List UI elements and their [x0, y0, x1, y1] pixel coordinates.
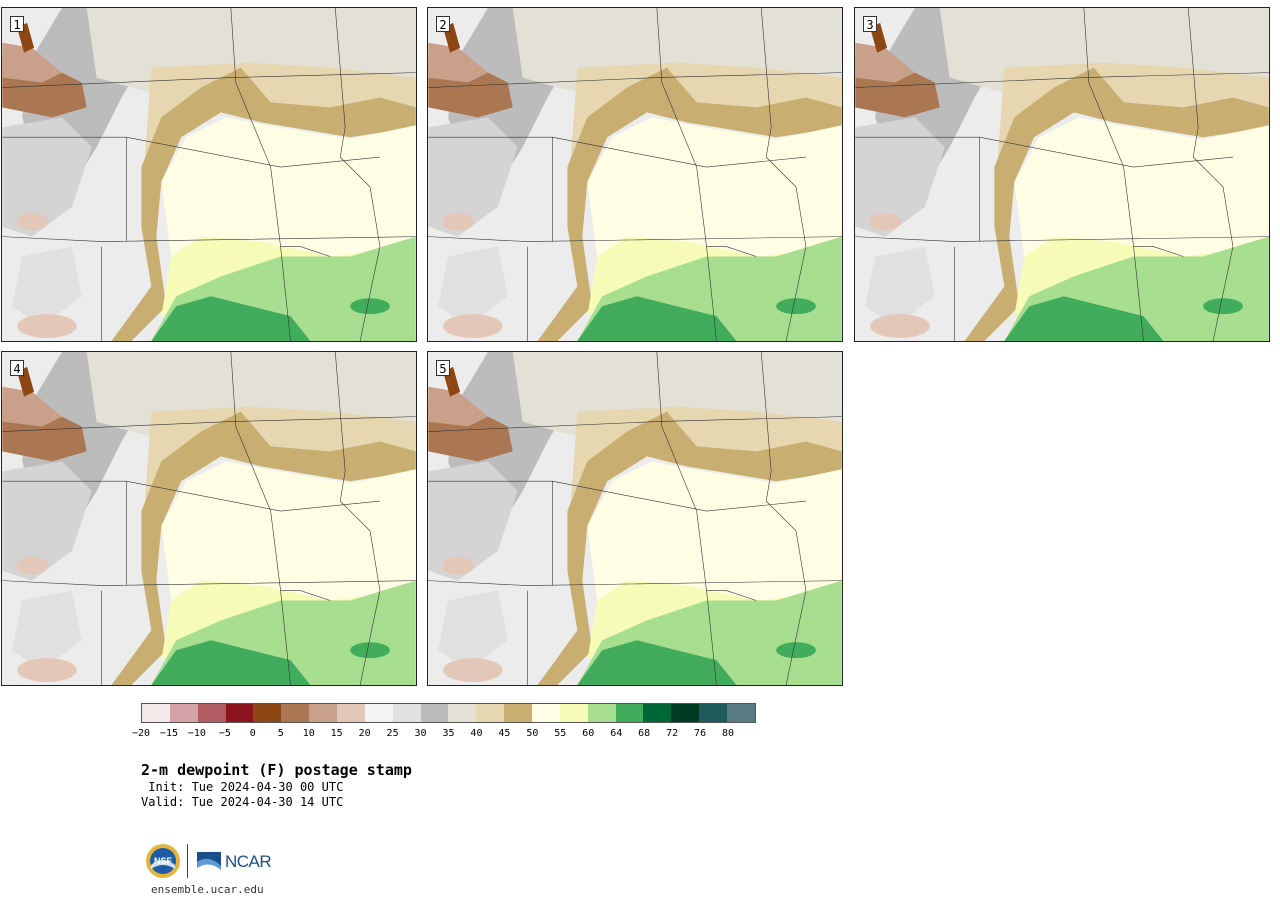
ensemble-member-map-4: 4: [1, 351, 417, 686]
dewpoint-map-3: [855, 8, 1269, 341]
colorbar-swatch-5: [281, 704, 310, 722]
dewpoint-map-4: [2, 352, 416, 685]
colorbar-tick-label: 25: [386, 728, 399, 739]
colorbar-tick-label: −10: [187, 728, 206, 739]
colorbar-tick-label: 50: [526, 728, 539, 739]
colorbar-tick-label: 40: [470, 728, 483, 739]
colorbar-tick-label: −5: [218, 728, 231, 739]
colorbar-swatch-18: [643, 704, 672, 722]
ensemble-member-map-1: 1: [1, 7, 417, 342]
colorbar-swatch-20: [699, 704, 728, 722]
colorbar-swatch-19: [671, 704, 700, 722]
colorbar-tick-label: 45: [498, 728, 511, 739]
ensemble-member-map-5: 5: [427, 351, 843, 686]
member-label-4: 4: [10, 360, 24, 376]
nsf-logo-icon: NSF: [146, 844, 180, 878]
colorbar-tick-label: 15: [330, 728, 343, 739]
colorbar-tick-label: −15: [159, 728, 178, 739]
colorbar-swatch-11: [448, 704, 477, 722]
colorbar-swatch-3: [225, 704, 254, 722]
nsf-logo-text: NSF: [154, 856, 173, 866]
colorbar-tick-label: 20: [358, 728, 371, 739]
colorbar-swatch-15: [559, 704, 588, 722]
colorbar-tick-label: 60: [582, 728, 595, 739]
colorbar-tick-label: 35: [442, 728, 455, 739]
colorbar-tick-label: 0: [249, 728, 256, 739]
ncar-logo-text: NCAR: [225, 852, 272, 871]
colorbar-tick-label: 10: [302, 728, 315, 739]
colorbar-tick-label: 55: [554, 728, 567, 739]
colorbar-tick-label: 30: [414, 728, 427, 739]
logo-divider: [187, 844, 188, 878]
dewpoint-map-1: [2, 8, 416, 341]
website-url[interactable]: ensemble.ucar.edu: [151, 883, 264, 896]
colorbar-tick-label: 68: [638, 728, 651, 739]
colorbar-swatch-2: [197, 704, 226, 722]
colorbar-swatch-16: [587, 704, 616, 722]
sponsor-logos: NSF NCAR: [145, 843, 280, 879]
colorbar-tick-label: 76: [694, 728, 707, 739]
member-label-5: 5: [436, 360, 450, 376]
colorbar-swatch-1: [169, 704, 198, 722]
colorbar-swatch-14: [532, 704, 560, 722]
colorbar-tick-label: −20: [131, 728, 151, 739]
colorbar-ticks: −20 −15 −10 −5 0 5 10 15 20 25 30 35 40 45 50 55 60 64 68 7…: [132, 728, 756, 742]
colorbar-swatch-6: [309, 704, 338, 722]
init-time: Init: Tue 2024-04-30 00 UTC: [141, 780, 344, 794]
ensemble-member-map-3: 3: [854, 7, 1270, 342]
ensemble-member-map-2: 2: [427, 7, 843, 342]
colorbar-tick-label: 80: [722, 728, 735, 739]
colorbar-swatch-9: [392, 704, 421, 722]
colorbar-swatch-17: [615, 704, 644, 722]
colorbar-swatch-4: [253, 704, 282, 722]
colorbar-tick-label: 64: [610, 728, 623, 739]
colorbar-swatch-21: [727, 704, 755, 722]
dewpoint-map-2: [428, 8, 842, 341]
member-label-2: 2: [436, 16, 450, 32]
colorbar-swatch-0: [142, 704, 170, 722]
ncar-logo-icon: [197, 852, 221, 870]
colorbar-swatch-10: [420, 704, 449, 722]
member-label-1: 1: [10, 16, 24, 32]
dewpoint-colorbar: [141, 703, 756, 723]
colorbar-swatch-8: [364, 704, 393, 722]
plot-title: 2-m dewpoint (F) postage stamp: [141, 761, 412, 779]
dewpoint-map-5: [428, 352, 842, 685]
colorbar-swatch-13: [504, 704, 533, 722]
colorbar-tick-label: 5: [277, 728, 284, 739]
colorbar-tick-label: 72: [666, 728, 679, 739]
valid-time: Valid: Tue 2024-04-30 14 UTC: [141, 795, 344, 809]
colorbar-swatch-12: [476, 704, 505, 722]
member-label-3: 3: [863, 16, 877, 32]
colorbar-swatch-7: [337, 704, 365, 722]
